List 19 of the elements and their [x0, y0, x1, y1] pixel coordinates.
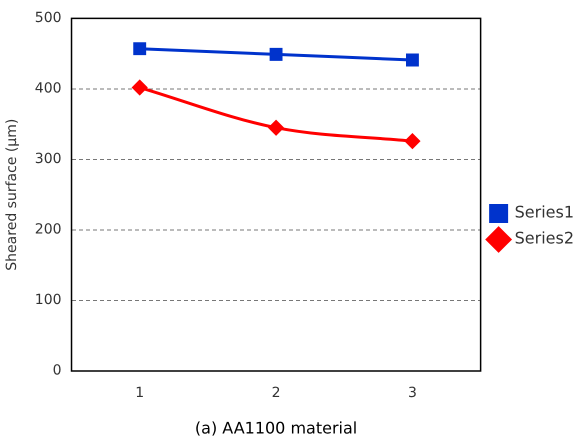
y-tick-label: 200 — [34, 222, 62, 238]
x-axis-title: (a) AA1100 material — [194, 418, 358, 438]
y-tick-label: 0 — [52, 362, 62, 379]
y-axis-title: Sheared surface (µm) — [4, 118, 20, 271]
legend-label: Series1 — [514, 202, 574, 222]
point — [268, 120, 284, 136]
y-tick-label: 500 — [34, 10, 62, 26]
x-tick-label: 1 — [135, 385, 144, 402]
y-tick-label: 100 — [34, 292, 62, 308]
point — [404, 134, 420, 149]
point — [406, 54, 419, 66]
point — [132, 80, 148, 96]
point — [270, 48, 283, 61]
legend-label: Series2 — [514, 228, 574, 248]
y-tick-label: 300 — [34, 151, 62, 168]
x-tick-label: 3 — [408, 385, 417, 402]
point — [133, 42, 146, 56]
x-tick-label: 2 — [272, 385, 281, 402]
y-tick-label: 400 — [34, 80, 62, 97]
